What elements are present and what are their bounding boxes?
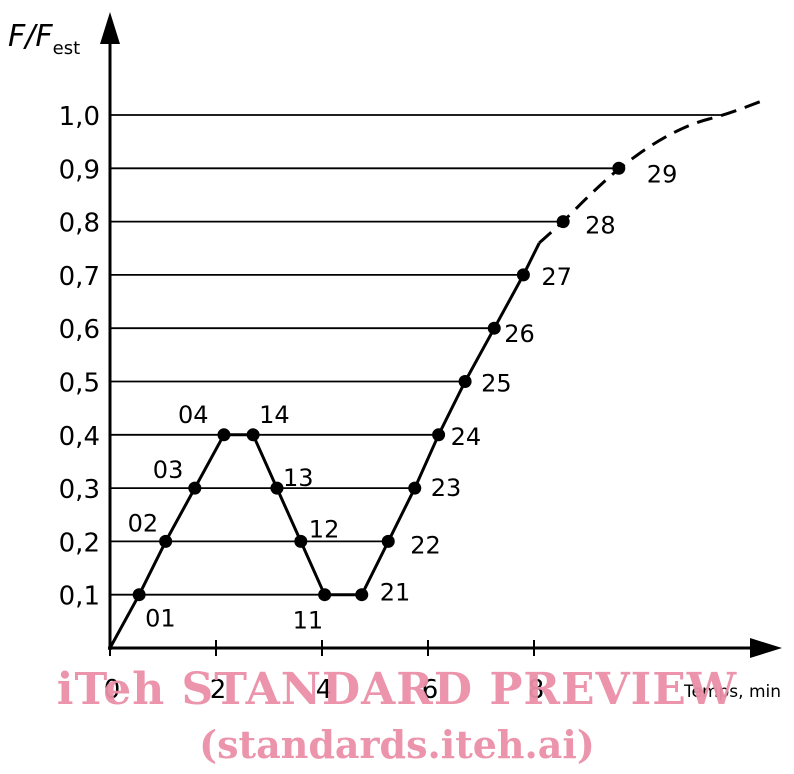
point-marker-01 [132, 588, 146, 602]
point-label-03: 03 [153, 456, 184, 484]
point-marker-04 [217, 428, 231, 442]
x-tick-label: 4 [316, 675, 333, 705]
point-marker-03 [188, 481, 202, 495]
point-label-25: 25 [481, 370, 512, 398]
x-tick-label: 0 [104, 675, 121, 705]
y-tick-label: 0,7 [59, 262, 100, 292]
y-tick-label: 0,4 [59, 422, 100, 452]
y-tick-labels: 0,1 0,2 0,3 0,4 0,5 0,6 0,7 0,8 0,9 1,0 [59, 102, 100, 612]
point-marker-27 [516, 268, 530, 282]
point-label-01: 01 [145, 605, 176, 633]
x-axis-arrow [750, 638, 782, 658]
point-label-21: 21 [380, 579, 411, 607]
y-axis-title: F/Fest [8, 19, 80, 59]
point-label-12: 12 [309, 515, 340, 543]
point-marker-13 [270, 481, 284, 495]
y-axis-arrow [100, 12, 120, 44]
point-marker-11 [318, 588, 332, 602]
y-tick-label: 0,9 [59, 155, 100, 185]
point-label-13: 13 [283, 464, 314, 492]
point-marker-26 [487, 321, 501, 335]
y-tick-label: 0,1 [59, 582, 100, 612]
axes [100, 12, 782, 658]
point-marker-02 [159, 534, 173, 548]
gridlines [110, 114, 725, 596]
point-marker-28 [556, 215, 570, 229]
y-tick-label: 0,8 [59, 209, 100, 239]
x-tick-label: 2 [210, 675, 227, 705]
point-label-26: 26 [504, 320, 535, 348]
point-label-23: 23 [431, 474, 462, 502]
point-marker-23 [408, 481, 422, 495]
y-tick-label: 0,5 [59, 369, 100, 399]
point-labels: 01 02 03 04 14 13 12 11 21 22 23 24 25 26 27 28 29 [128, 160, 678, 634]
point-label-28: 28 [585, 212, 616, 240]
point-marker-14 [246, 428, 260, 442]
point-label-14: 14 [259, 401, 290, 429]
point-label-27: 27 [541, 263, 572, 291]
point-marker-12 [294, 534, 308, 548]
point-marker-25 [458, 375, 472, 388]
point-label-02: 02 [128, 509, 159, 537]
y-tick-label: 0,6 [59, 315, 100, 345]
point-marker-22 [381, 534, 395, 548]
markers [132, 161, 626, 602]
point-label-22: 22 [410, 531, 441, 559]
point-label-11: 11 [293, 607, 324, 635]
y-tick-label: 1,0 [59, 102, 100, 132]
y-tick-label: 0,2 [59, 528, 100, 558]
point-label-29: 29 [647, 160, 678, 188]
x-axis-title: Temps, min [683, 682, 781, 702]
point-label-04: 04 [178, 401, 209, 429]
point-marker-21 [355, 588, 369, 602]
y-tick-label: 0,3 [59, 475, 100, 505]
point-marker-24 [432, 428, 446, 442]
point-label-24: 24 [451, 423, 482, 451]
point-marker-29 [612, 161, 626, 175]
x-tick-label: 6 [422, 675, 439, 705]
x-tick-labels: 0 2 4 6 8 [104, 640, 545, 705]
x-tick-label: 8 [528, 675, 545, 705]
